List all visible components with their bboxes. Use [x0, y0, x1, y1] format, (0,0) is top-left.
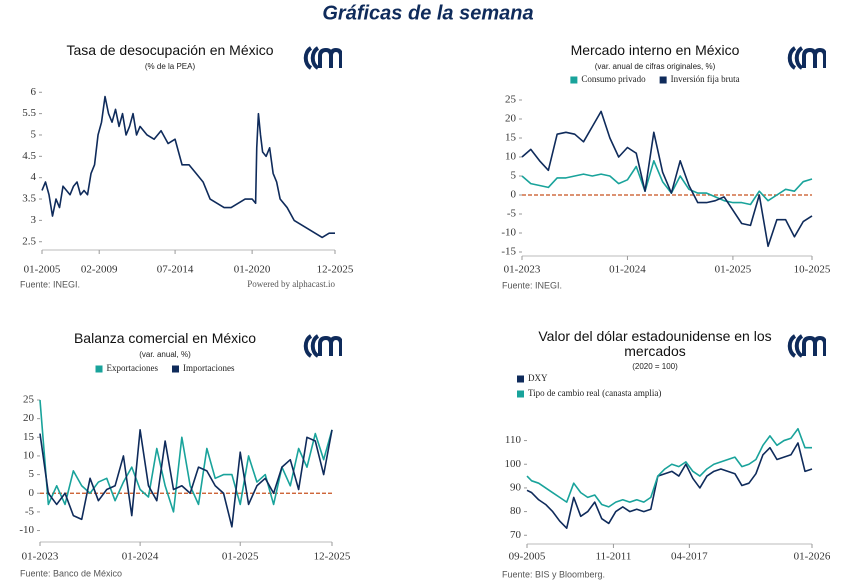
- series-line: [526, 427, 812, 508]
- x-tick-label: 01-2025: [715, 264, 752, 276]
- legend-label: Exportaciones: [107, 363, 159, 373]
- x-tick-label: 07-2014: [157, 264, 194, 276]
- x-tick-label: 01-2024: [609, 264, 646, 276]
- logo: [787, 334, 826, 358]
- source-note: Fuente: INEGI.: [20, 279, 80, 289]
- legend-label: DXY: [528, 373, 548, 383]
- y-tick-label: 90: [510, 481, 522, 493]
- chart-subtitle: (2020 = 100): [632, 362, 678, 371]
- x-tick-label: 01-2020: [234, 264, 271, 276]
- x-tick-label: 01-2026: [794, 551, 831, 563]
- y-tick-label: 0: [511, 189, 517, 201]
- y-tick-label: 80: [510, 505, 522, 517]
- y-tick-label: 70: [510, 529, 522, 541]
- series-line: [39, 429, 333, 528]
- y-tick-label: 10: [23, 449, 35, 461]
- x-tick-label: 04-2017: [671, 551, 708, 563]
- series-line: [521, 110, 813, 248]
- y-tick-label: 5: [511, 170, 517, 182]
- chart-title-box: Valor del dólar estadounidense en los me…: [538, 329, 772, 359]
- x-tick-label: 01-2023: [504, 264, 541, 276]
- legend-label: Inversión fija bruta: [671, 74, 740, 84]
- chart-subtitle: (var. anual, %): [139, 350, 191, 359]
- y-tick-label: 20: [23, 412, 35, 424]
- legend-swatch: [172, 365, 179, 373]
- source-note: Fuente: INEGI.: [502, 280, 562, 290]
- chart-subtitle: (var. anual de cifras originales, %): [595, 62, 716, 71]
- y-tick-label: 25: [505, 94, 517, 106]
- y-tick-label: 4.5: [22, 150, 36, 162]
- y-tick-label: -5: [507, 208, 517, 220]
- legend-label: Consumo privado: [581, 74, 646, 84]
- y-tick-label: 10: [505, 151, 517, 163]
- legend-swatch: [570, 76, 578, 84]
- chart-title-box: Mercado interno en México: [570, 43, 740, 58]
- y-tick-label: 20: [505, 113, 517, 125]
- x-tick-label: 09-2005: [509, 551, 546, 563]
- chart-title: Tasa de desocupación en México: [66, 43, 274, 58]
- page-title: Gráficas de la semana: [322, 2, 533, 24]
- x-tick-label: 11-2011: [595, 551, 631, 563]
- x-tick-label: 12-2025: [317, 264, 354, 276]
- x-tick-label: 12-2025: [314, 551, 351, 563]
- y-tick-label: 100: [505, 458, 522, 470]
- y-tick-label: 0: [29, 487, 35, 499]
- series-line: [39, 399, 333, 513]
- series-line: [521, 160, 813, 206]
- y-tick-label: 5.5: [22, 107, 36, 119]
- chart-title: Mercado interno en México: [570, 43, 740, 58]
- x-tick-label: 01-2025: [222, 551, 259, 563]
- y-tick-label: 6: [31, 86, 37, 98]
- x-tick-label: 01-2024: [122, 551, 159, 563]
- y-tick-label: 3: [31, 214, 37, 226]
- chart-title: Valor del dólar estadounidense en los me…: [538, 329, 772, 359]
- y-tick-label: -5: [25, 505, 35, 517]
- credit-note: Powered by alphacast.io: [247, 279, 335, 289]
- legend-label: Importaciones: [183, 363, 235, 373]
- series-line: [41, 95, 335, 239]
- source-note: Fuente: Banco de México: [20, 568, 122, 578]
- legend-swatch: [659, 76, 667, 84]
- x-tick-label: 10-2025: [794, 264, 831, 276]
- y-tick-label: -10: [501, 227, 516, 239]
- x-tick-label: 01-2023: [22, 551, 59, 563]
- legend-swatch: [95, 365, 103, 373]
- legend-swatch: [517, 390, 524, 398]
- y-tick-label: 4: [31, 171, 37, 183]
- legend-swatch: [517, 375, 524, 383]
- source-note: Fuente: BIS y Bloomberg.: [502, 569, 605, 579]
- y-tick-label: 15: [23, 431, 35, 443]
- y-tick-label: 3.5: [22, 193, 36, 205]
- y-tick-label: -10: [19, 524, 34, 536]
- y-tick-label: 110: [505, 434, 522, 446]
- y-tick-label: 15: [505, 132, 517, 144]
- y-tick-label: 5: [29, 468, 35, 480]
- x-tick-label: 01-2005: [24, 264, 61, 276]
- series-line: [526, 442, 813, 529]
- y-tick-label: 2.5: [22, 235, 36, 247]
- chart-title: Balanza comercial en México: [73, 331, 257, 346]
- y-tick-label: 25: [23, 394, 35, 406]
- y-tick-label: -15: [501, 246, 516, 258]
- chart-subtitle: (% de la PEA): [145, 62, 196, 71]
- y-tick-label: 5: [31, 129, 37, 141]
- legend-label: Tipo de cambio real (canasta amplia): [528, 388, 661, 398]
- chart-title-box: Balanza comercial en México: [73, 331, 257, 346]
- chart-title-box: Tasa de desocupación en México: [66, 43, 274, 58]
- x-tick-label: 02-2009: [81, 264, 118, 276]
